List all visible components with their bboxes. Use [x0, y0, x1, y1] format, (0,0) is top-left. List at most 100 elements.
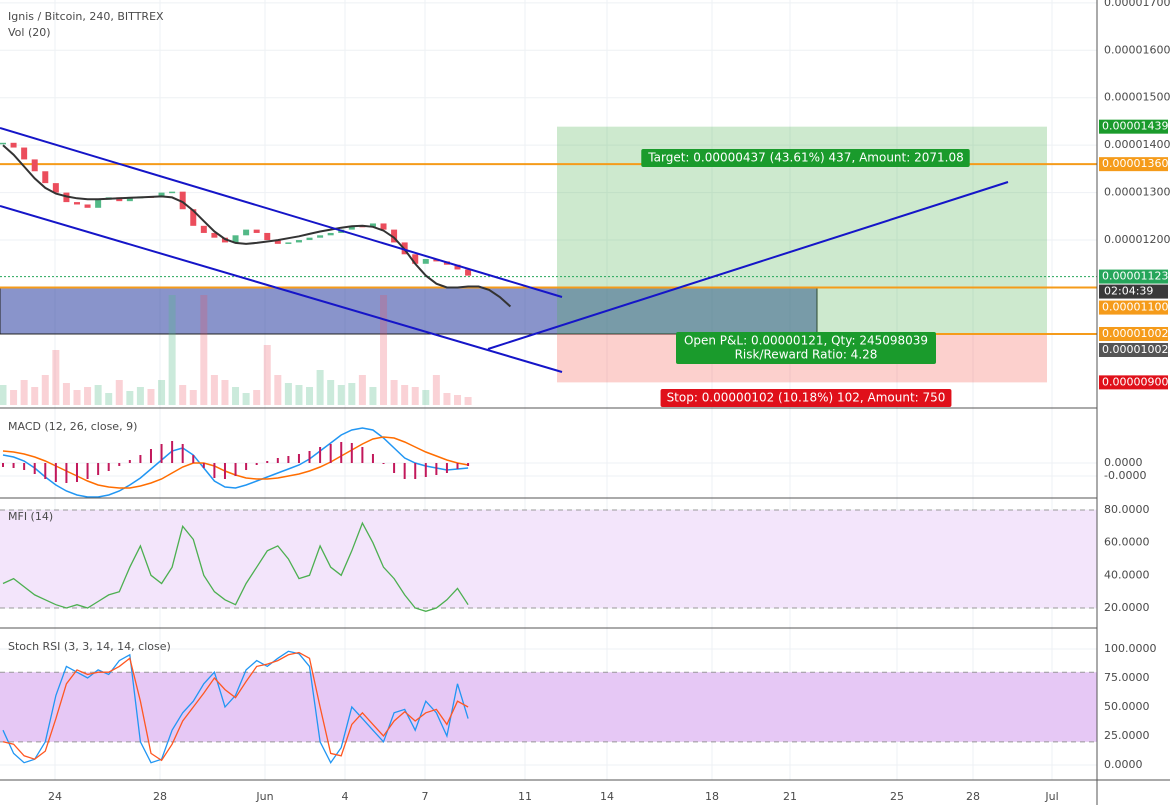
candle [73, 202, 80, 205]
volume-bar [274, 375, 282, 405]
volume-bar [158, 380, 166, 405]
histogram-bar [435, 463, 438, 475]
histogram-bar [149, 449, 152, 463]
volume-bar [115, 380, 123, 405]
indicator-band [0, 509, 1097, 609]
y-tick-label: 50.0000 [1104, 700, 1150, 713]
histogram-bar [118, 463, 121, 466]
histogram-bar [181, 444, 184, 463]
x-tick-label: 21 [783, 790, 797, 803]
histogram-bar [287, 456, 290, 463]
histogram-bar [234, 463, 237, 476]
candle [369, 223, 376, 227]
histogram-bar [213, 463, 216, 478]
histogram-bar [23, 463, 26, 470]
trend-line [487, 181, 1009, 350]
candle [253, 229, 260, 233]
candle [169, 191, 176, 194]
candle [327, 232, 334, 236]
histogram-bar [139, 455, 142, 463]
histogram-bar [340, 442, 343, 463]
histogram-bar [192, 455, 195, 463]
price-label-bg [1099, 269, 1168, 284]
candle [285, 242, 292, 244]
histogram-bar [371, 454, 374, 463]
volume-bar [327, 380, 335, 405]
candle [126, 198, 133, 202]
x-tick-label: 28 [966, 790, 980, 803]
candle [422, 259, 429, 264]
candle [295, 240, 302, 243]
volume-bar [380, 295, 388, 405]
volume-bar [147, 389, 155, 405]
candle [306, 237, 313, 241]
data-layer [0, 127, 1097, 764]
candle [454, 264, 461, 270]
y-tick-label: 40.0000 [1104, 568, 1150, 581]
candle [380, 223, 387, 230]
volume-bar [242, 393, 250, 405]
histogram-bar [33, 463, 36, 474]
histogram-bar [319, 447, 322, 463]
volume-bar [316, 370, 324, 405]
price-label-bg [1099, 119, 1168, 134]
volume-bar [284, 383, 292, 405]
histogram-bar [361, 447, 364, 463]
price-label-bg [1099, 375, 1168, 390]
candle [412, 254, 419, 264]
indicator-line [2, 650, 469, 764]
histogram-bar [414, 463, 417, 479]
target-label: Target: 0.00000437 (43.61%) 437, Amount:… [641, 149, 970, 167]
volume-bar [0, 385, 7, 405]
volume-bar [454, 395, 462, 405]
candle [52, 183, 59, 193]
histogram-bar [160, 444, 163, 463]
volume-bar [422, 390, 430, 405]
volume-bar [94, 385, 102, 405]
volume-bar [253, 390, 261, 405]
histogram-bar [202, 463, 205, 468]
candle [21, 147, 28, 160]
histogram-bar [75, 463, 78, 482]
volume-bar [52, 350, 60, 405]
volume-bar [179, 385, 187, 405]
histogram-bar [44, 463, 47, 479]
x-tick-label: 7 [422, 790, 429, 803]
price-label: 0.00001360 [1102, 157, 1168, 170]
price-label: 0.00001002 [1102, 343, 1168, 356]
open-pnl-bg [676, 332, 936, 364]
histogram-bar [329, 444, 332, 463]
price-label-bg [1099, 300, 1168, 315]
volume-bar [306, 387, 314, 405]
candle [232, 235, 239, 243]
price-label: 0.00001123 [1102, 270, 1168, 283]
target-label-text: Target: 0.00000437 (43.61%) 437, Amount:… [647, 151, 963, 165]
candle [10, 142, 17, 148]
volume-bar [401, 385, 409, 405]
histogram-bar [424, 463, 427, 477]
volume-bar [20, 380, 28, 405]
stop-label-bg [660, 389, 952, 407]
volume-bar [390, 380, 398, 405]
candle [243, 229, 250, 236]
volume-bar [348, 383, 356, 405]
candle [264, 232, 271, 241]
y-tick-label: -0.0000 [1104, 469, 1146, 482]
volume-bar [73, 390, 81, 405]
stop-label-text: Stop: 0.00000102 (10.18%) 102, Amount: 7… [667, 391, 946, 405]
histogram-bar [276, 458, 279, 463]
volume-bar [31, 387, 39, 405]
candle [274, 240, 281, 244]
volume-bar [432, 375, 440, 405]
y-tick-label: 20.0000 [1104, 601, 1150, 614]
histogram-bar [65, 463, 68, 483]
x-tick-label: Jul [1044, 790, 1058, 803]
volume-bar [411, 387, 419, 405]
candle [179, 191, 186, 210]
histogram-bar [266, 461, 269, 463]
candle [211, 232, 218, 238]
histogram-bar [128, 460, 131, 463]
candle [465, 269, 472, 276]
candle [200, 225, 207, 233]
